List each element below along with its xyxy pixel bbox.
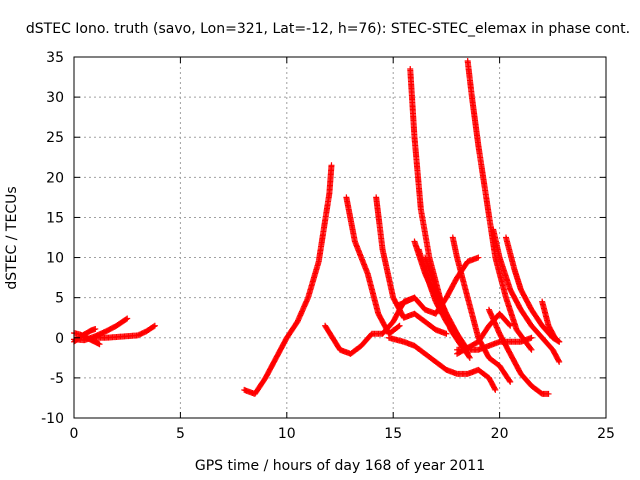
y-tick-label: 0 bbox=[55, 331, 64, 347]
axes: 0 5 10 15 20 25 -10 -5 0 5 10 15 20 25 30 35 bbox=[41, 50, 615, 442]
data-point bbox=[124, 315, 131, 322]
data-point bbox=[92, 325, 99, 332]
series-13 bbox=[385, 334, 499, 393]
series-15 bbox=[449, 234, 514, 385]
x-tick-label: 10 bbox=[278, 426, 296, 442]
series-18 bbox=[490, 226, 563, 365]
series-5 bbox=[241, 162, 335, 397]
plot-frame bbox=[73, 56, 607, 419]
series-7 bbox=[343, 194, 403, 337]
data-point bbox=[492, 386, 499, 393]
y-tick-label: 35 bbox=[46, 50, 64, 66]
data-point bbox=[528, 346, 535, 353]
y-tick-label: 25 bbox=[46, 130, 64, 146]
x-tick-label: 15 bbox=[384, 426, 402, 442]
data-point bbox=[395, 323, 402, 330]
data-point bbox=[507, 378, 514, 385]
y-tick-label: 30 bbox=[46, 90, 64, 106]
data-point bbox=[507, 322, 514, 329]
series-16 bbox=[464, 58, 535, 353]
data-point bbox=[556, 358, 563, 365]
data-point bbox=[151, 322, 158, 329]
data-point bbox=[475, 254, 482, 261]
data-point bbox=[527, 345, 534, 352]
data-point bbox=[466, 353, 473, 360]
x-tick-label: 25 bbox=[597, 426, 615, 442]
y-axis-label: dSTEC / TECUs bbox=[4, 186, 20, 289]
grid-lines bbox=[74, 57, 606, 418]
data-point bbox=[443, 330, 450, 337]
x-tick-label: 0 bbox=[70, 426, 79, 442]
x-axis-label: GPS time / hours of day 168 of year 2011 bbox=[195, 458, 485, 474]
data-point bbox=[528, 334, 535, 341]
series-22 bbox=[539, 298, 563, 345]
data-point bbox=[328, 162, 335, 169]
data-point bbox=[150, 323, 157, 330]
y-tick-label: -5 bbox=[50, 371, 64, 387]
data-point bbox=[555, 337, 562, 344]
chart-title: dSTEC Iono. truth (savo, Lon=321, Lat=-1… bbox=[26, 21, 630, 37]
series-4 bbox=[92, 322, 158, 341]
y-tick-label: 10 bbox=[46, 251, 64, 267]
y-tick-label: 15 bbox=[46, 210, 64, 226]
data-point bbox=[545, 390, 552, 397]
data-point bbox=[506, 321, 513, 328]
data-point bbox=[556, 338, 563, 345]
data-point bbox=[96, 341, 103, 348]
data-point bbox=[123, 316, 130, 323]
data-point bbox=[555, 357, 562, 364]
y-tick-label: 5 bbox=[55, 291, 64, 307]
data-point bbox=[491, 385, 498, 392]
series-21 bbox=[454, 310, 514, 357]
data-point bbox=[506, 377, 513, 384]
y-tick-label: 20 bbox=[46, 170, 64, 186]
data-point bbox=[466, 354, 473, 361]
series-20 bbox=[485, 306, 552, 397]
y-tick-label: -10 bbox=[41, 411, 64, 427]
x-tick-label: 5 bbox=[176, 426, 185, 442]
data-series bbox=[71, 58, 563, 397]
series-8 bbox=[373, 194, 450, 337]
x-tick-label: 20 bbox=[491, 426, 509, 442]
data-point bbox=[396, 322, 403, 329]
